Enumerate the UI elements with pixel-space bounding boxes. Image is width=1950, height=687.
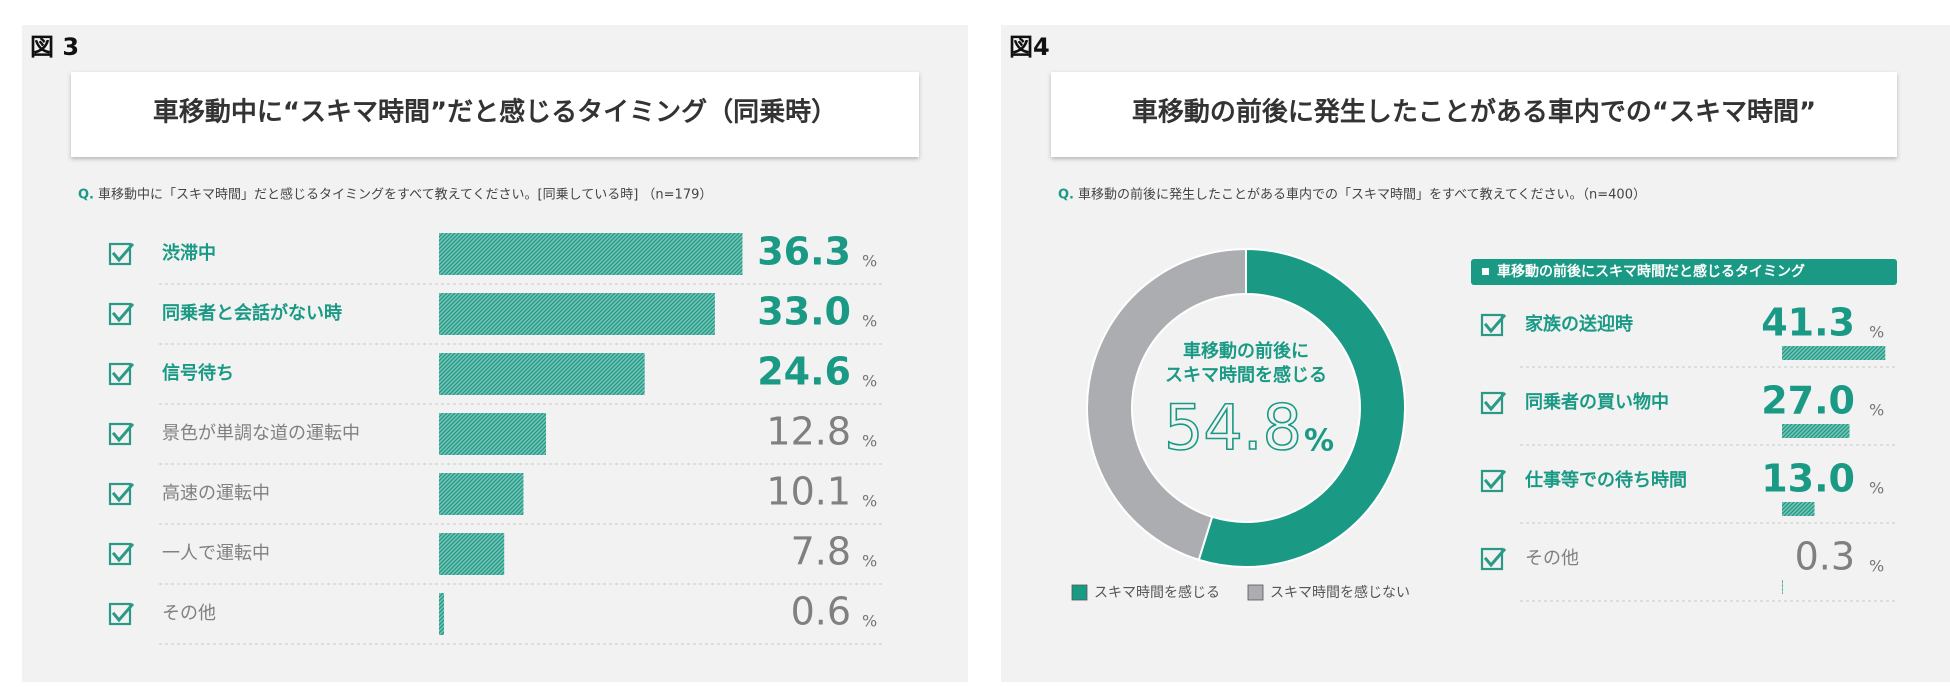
check-box <box>1480 547 1504 571</box>
bar <box>439 473 524 515</box>
check-mark <box>111 602 135 623</box>
unit-label: % <box>1869 479 1884 498</box>
unit-label: % <box>862 252 877 271</box>
bar <box>439 233 743 275</box>
check-box <box>108 602 132 626</box>
center-unit: % <box>1304 424 1334 459</box>
check-mark <box>111 422 135 443</box>
check-mark <box>111 242 135 263</box>
check-mark <box>111 362 135 383</box>
check-mark <box>111 542 135 563</box>
subpanel-header <box>1471 259 1897 285</box>
legend-swatch <box>1247 584 1264 601</box>
question-prefix: Q. <box>1058 188 1074 203</box>
title-box <box>71 72 919 157</box>
legend-swatch <box>1071 584 1088 601</box>
category-label: 景色が単調な道の運転中 <box>162 423 360 444</box>
value-label: 24.6 <box>757 350 851 394</box>
category-label: 渋滞中 <box>162 242 216 264</box>
figure-label: 図 3 <box>30 33 79 61</box>
category-label: 家族の送迎時 <box>1525 313 1633 335</box>
check-box <box>108 482 132 506</box>
unit-label: % <box>862 372 877 391</box>
category-label: 同乗者の買い物中 <box>1525 391 1669 413</box>
chart-title: 車移動中に“スキマ時間”だと感じるタイミング（同乗時） <box>153 98 837 128</box>
donut-slice <box>1086 247 1247 562</box>
check-box <box>108 242 132 266</box>
value-label: 36.3 <box>757 230 851 274</box>
value-label: 27.0 <box>1761 379 1855 423</box>
category-label: 仕事等での待ち時間 <box>1524 469 1687 491</box>
bar <box>1782 580 1783 594</box>
value-label: 33.0 <box>757 290 851 334</box>
unit-label: % <box>1869 401 1884 420</box>
figure-label: 図4 <box>1009 33 1050 61</box>
category-label: 同乗者と会話がない時 <box>162 302 342 324</box>
check-box <box>108 362 132 386</box>
value-label: 13.0 <box>1761 457 1855 501</box>
category-label: 信号待ち <box>162 362 234 384</box>
unit-label: % <box>862 312 877 331</box>
check-box <box>1480 313 1504 337</box>
unit-label: % <box>1869 323 1884 342</box>
bar <box>439 293 715 335</box>
unit-label: % <box>862 612 877 631</box>
chart-title: 車移動の前後に発生したことがある車内での“スキマ時間” <box>1132 97 1816 128</box>
value-label: 10.1 <box>766 470 851 514</box>
value-label: 12.8 <box>766 410 851 454</box>
bar <box>439 413 547 455</box>
center-value: 54.8 <box>1164 391 1302 464</box>
category-label: 高速の運転中 <box>162 483 270 504</box>
check-box <box>108 542 132 566</box>
check-box <box>1480 469 1504 493</box>
question: 車移動の前後に発生したことがある車内での「スキマ時間」をすべて教えてください。（… <box>1078 187 1646 203</box>
center-label: 車移動の前後に <box>1183 340 1309 362</box>
category-label: その他 <box>1525 548 1579 569</box>
bar <box>439 593 445 635</box>
bar <box>1782 424 1850 438</box>
center-label: スキマ時間を感じる <box>1165 364 1327 386</box>
legend-label: スキマ時間を感じない <box>1270 584 1410 601</box>
header-bullet <box>1482 268 1489 275</box>
question-prefix: Q. <box>78 188 94 203</box>
category-label: 一人で運転中 <box>162 543 270 564</box>
legend-label: スキマ時間を感じる <box>1094 584 1220 601</box>
check-box <box>108 422 132 446</box>
value-label: 0.3 <box>1795 535 1855 579</box>
check-mark <box>1483 469 1507 490</box>
unit-label: % <box>1869 557 1884 576</box>
check-mark <box>1483 547 1507 568</box>
bar <box>439 533 505 575</box>
question: 車移動中に「スキマ時間」だと感じるタイミングをすべて教えてください。[同乗してい… <box>98 187 712 203</box>
bar <box>1782 502 1815 516</box>
check-mark <box>111 302 135 323</box>
check-mark <box>1483 313 1507 334</box>
value-label: 7.8 <box>791 530 851 574</box>
subpanel-title: 車移動の前後にスキマ時間だと感じるタイミング <box>1497 263 1805 280</box>
category-label: その他 <box>162 603 216 624</box>
unit-label: % <box>862 492 877 511</box>
unit-label: % <box>862 552 877 571</box>
bar <box>1782 346 1886 360</box>
bar <box>439 353 645 395</box>
unit-label: % <box>862 432 877 451</box>
donut-slice <box>1197 247 1406 568</box>
title-box <box>1051 72 1897 157</box>
value-label: 0.6 <box>791 590 851 634</box>
check-mark <box>1483 391 1507 412</box>
check-box <box>108 302 132 326</box>
check-box <box>1480 391 1504 415</box>
check-mark <box>111 482 135 503</box>
value-label: 41.3 <box>1761 301 1855 345</box>
